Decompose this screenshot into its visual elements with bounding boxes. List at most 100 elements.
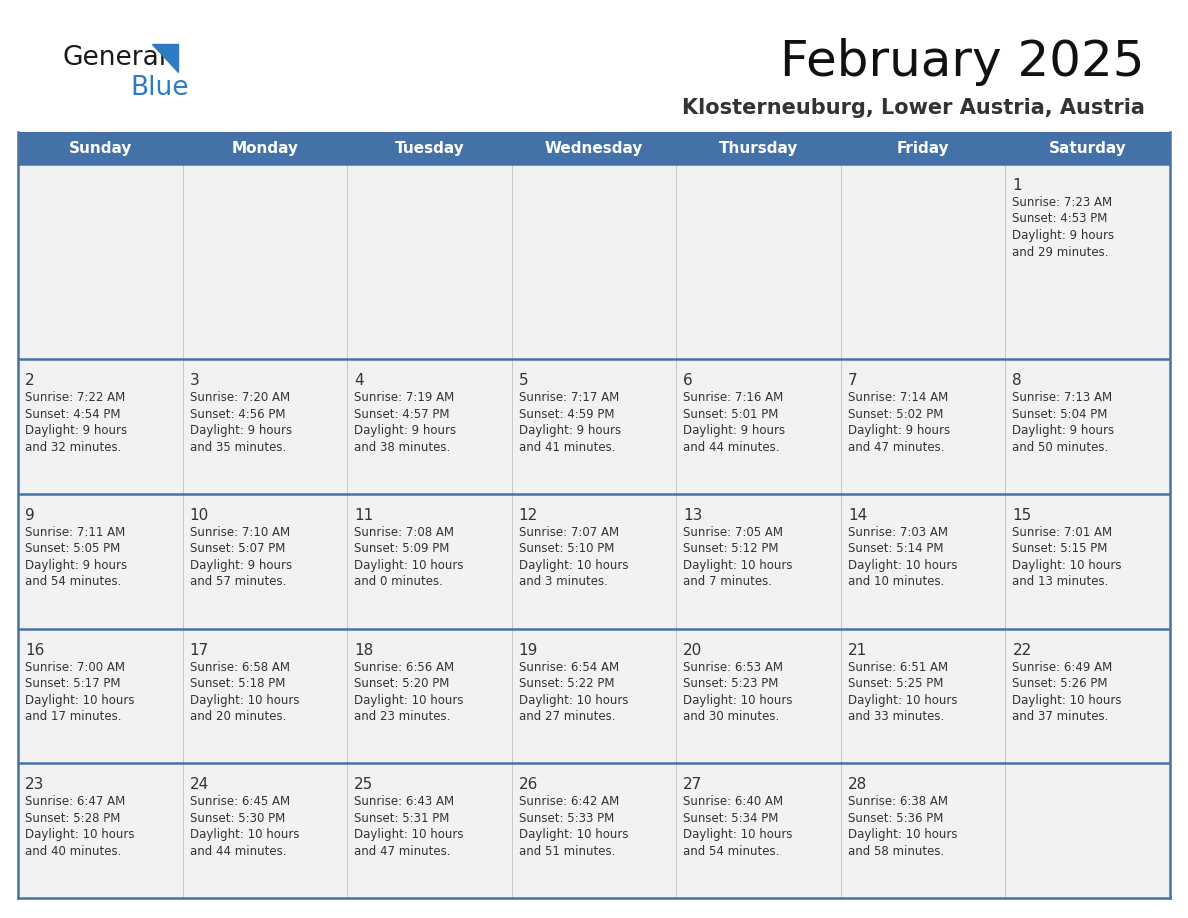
Text: Sunset: 5:10 PM: Sunset: 5:10 PM bbox=[519, 543, 614, 555]
Text: 12: 12 bbox=[519, 508, 538, 523]
Text: Sunset: 4:59 PM: Sunset: 4:59 PM bbox=[519, 408, 614, 420]
Text: and 54 minutes.: and 54 minutes. bbox=[683, 845, 779, 857]
Text: 7: 7 bbox=[848, 374, 858, 388]
Text: Saturday: Saturday bbox=[1049, 140, 1126, 155]
Text: 6: 6 bbox=[683, 374, 693, 388]
Text: 15: 15 bbox=[1012, 508, 1031, 523]
Text: and 33 minutes.: and 33 minutes. bbox=[848, 711, 944, 723]
Text: Sunrise: 6:47 AM: Sunrise: 6:47 AM bbox=[25, 795, 125, 809]
Text: and 54 minutes.: and 54 minutes. bbox=[25, 576, 121, 588]
Text: Daylight: 9 hours: Daylight: 9 hours bbox=[848, 424, 950, 437]
Text: Daylight: 10 hours: Daylight: 10 hours bbox=[683, 559, 792, 572]
Text: Daylight: 10 hours: Daylight: 10 hours bbox=[25, 828, 134, 841]
Text: and 10 minutes.: and 10 minutes. bbox=[848, 576, 944, 588]
Text: Sunrise: 6:51 AM: Sunrise: 6:51 AM bbox=[848, 661, 948, 674]
Text: 22: 22 bbox=[1012, 643, 1031, 657]
Text: Sunset: 5:12 PM: Sunset: 5:12 PM bbox=[683, 543, 779, 555]
Text: Sunrise: 7:10 AM: Sunrise: 7:10 AM bbox=[190, 526, 290, 539]
Text: Sunrise: 7:11 AM: Sunrise: 7:11 AM bbox=[25, 526, 125, 539]
Text: 2: 2 bbox=[25, 374, 34, 388]
Bar bbox=[18, 764, 1170, 898]
Text: and 44 minutes.: and 44 minutes. bbox=[683, 441, 779, 453]
Text: Daylight: 10 hours: Daylight: 10 hours bbox=[683, 694, 792, 707]
Text: 8: 8 bbox=[1012, 374, 1022, 388]
Text: Daylight: 10 hours: Daylight: 10 hours bbox=[354, 559, 463, 572]
Text: Sunset: 5:09 PM: Sunset: 5:09 PM bbox=[354, 543, 449, 555]
Text: Sunrise: 6:58 AM: Sunrise: 6:58 AM bbox=[190, 661, 290, 674]
Text: Daylight: 10 hours: Daylight: 10 hours bbox=[25, 694, 134, 707]
Text: 13: 13 bbox=[683, 508, 702, 523]
Text: and 35 minutes.: and 35 minutes. bbox=[190, 441, 286, 453]
Text: Sunrise: 7:19 AM: Sunrise: 7:19 AM bbox=[354, 391, 454, 404]
Text: Sunset: 4:56 PM: Sunset: 4:56 PM bbox=[190, 408, 285, 420]
Text: Sunset: 5:28 PM: Sunset: 5:28 PM bbox=[25, 812, 120, 824]
Text: and 20 minutes.: and 20 minutes. bbox=[190, 711, 286, 723]
Text: Sunset: 5:25 PM: Sunset: 5:25 PM bbox=[848, 677, 943, 690]
Text: Sunset: 5:05 PM: Sunset: 5:05 PM bbox=[25, 543, 120, 555]
Text: Sunset: 4:53 PM: Sunset: 4:53 PM bbox=[1012, 212, 1107, 226]
Text: and 57 minutes.: and 57 minutes. bbox=[190, 576, 286, 588]
Text: Sunrise: 6:54 AM: Sunrise: 6:54 AM bbox=[519, 661, 619, 674]
Text: Daylight: 9 hours: Daylight: 9 hours bbox=[683, 424, 785, 437]
Text: and 32 minutes.: and 32 minutes. bbox=[25, 441, 121, 453]
Text: 10: 10 bbox=[190, 508, 209, 523]
Text: and 47 minutes.: and 47 minutes. bbox=[354, 845, 450, 857]
Text: and 58 minutes.: and 58 minutes. bbox=[848, 845, 944, 857]
Bar bbox=[18, 164, 1170, 359]
Text: General: General bbox=[62, 45, 166, 71]
Text: Sunset: 5:20 PM: Sunset: 5:20 PM bbox=[354, 677, 449, 690]
Text: Sunrise: 7:23 AM: Sunrise: 7:23 AM bbox=[1012, 196, 1112, 209]
Text: and 38 minutes.: and 38 minutes. bbox=[354, 441, 450, 453]
Text: Daylight: 9 hours: Daylight: 9 hours bbox=[1012, 229, 1114, 242]
Text: Sunset: 4:57 PM: Sunset: 4:57 PM bbox=[354, 408, 449, 420]
Text: Daylight: 10 hours: Daylight: 10 hours bbox=[190, 828, 299, 841]
Text: 16: 16 bbox=[25, 643, 44, 657]
Text: Daylight: 9 hours: Daylight: 9 hours bbox=[519, 424, 621, 437]
Text: Daylight: 9 hours: Daylight: 9 hours bbox=[25, 559, 127, 572]
Text: 17: 17 bbox=[190, 643, 209, 657]
Text: Sunset: 5:07 PM: Sunset: 5:07 PM bbox=[190, 543, 285, 555]
Text: Sunrise: 7:05 AM: Sunrise: 7:05 AM bbox=[683, 526, 783, 539]
Text: Sunrise: 6:38 AM: Sunrise: 6:38 AM bbox=[848, 795, 948, 809]
Text: and 29 minutes.: and 29 minutes. bbox=[1012, 245, 1108, 259]
Bar bbox=[18, 132, 1170, 164]
Text: February 2025: February 2025 bbox=[781, 38, 1145, 86]
Text: 26: 26 bbox=[519, 778, 538, 792]
Text: Sunset: 4:54 PM: Sunset: 4:54 PM bbox=[25, 408, 120, 420]
Text: Daylight: 10 hours: Daylight: 10 hours bbox=[354, 694, 463, 707]
Text: Sunrise: 7:08 AM: Sunrise: 7:08 AM bbox=[354, 526, 454, 539]
Text: 28: 28 bbox=[848, 778, 867, 792]
Text: Sunrise: 6:49 AM: Sunrise: 6:49 AM bbox=[1012, 661, 1113, 674]
Text: and 37 minutes.: and 37 minutes. bbox=[1012, 711, 1108, 723]
Text: and 7 minutes.: and 7 minutes. bbox=[683, 576, 772, 588]
Text: 1: 1 bbox=[1012, 178, 1022, 193]
Text: Sunset: 5:23 PM: Sunset: 5:23 PM bbox=[683, 677, 778, 690]
Bar bbox=[18, 359, 1170, 494]
Text: 5: 5 bbox=[519, 374, 529, 388]
Text: Sunset: 5:26 PM: Sunset: 5:26 PM bbox=[1012, 677, 1108, 690]
Text: Sunset: 5:02 PM: Sunset: 5:02 PM bbox=[848, 408, 943, 420]
Text: Sunset: 5:31 PM: Sunset: 5:31 PM bbox=[354, 812, 449, 824]
Text: Daylight: 10 hours: Daylight: 10 hours bbox=[848, 559, 958, 572]
Text: Daylight: 9 hours: Daylight: 9 hours bbox=[1012, 424, 1114, 437]
Text: 25: 25 bbox=[354, 778, 373, 792]
Text: Sunset: 5:01 PM: Sunset: 5:01 PM bbox=[683, 408, 778, 420]
Text: 23: 23 bbox=[25, 778, 44, 792]
Text: Sunrise: 7:22 AM: Sunrise: 7:22 AM bbox=[25, 391, 125, 404]
Text: Sunrise: 7:00 AM: Sunrise: 7:00 AM bbox=[25, 661, 125, 674]
Text: 20: 20 bbox=[683, 643, 702, 657]
Text: Daylight: 10 hours: Daylight: 10 hours bbox=[1012, 559, 1121, 572]
Text: Daylight: 9 hours: Daylight: 9 hours bbox=[190, 559, 292, 572]
Text: 4: 4 bbox=[354, 374, 364, 388]
Text: Daylight: 9 hours: Daylight: 9 hours bbox=[25, 424, 127, 437]
Text: Daylight: 10 hours: Daylight: 10 hours bbox=[848, 694, 958, 707]
Text: Daylight: 10 hours: Daylight: 10 hours bbox=[1012, 694, 1121, 707]
Text: 3: 3 bbox=[190, 374, 200, 388]
Text: and 47 minutes.: and 47 minutes. bbox=[848, 441, 944, 453]
Text: 9: 9 bbox=[25, 508, 34, 523]
Text: Tuesday: Tuesday bbox=[394, 140, 465, 155]
Text: and 0 minutes.: and 0 minutes. bbox=[354, 576, 443, 588]
Text: Sunset: 5:30 PM: Sunset: 5:30 PM bbox=[190, 812, 285, 824]
Text: 24: 24 bbox=[190, 778, 209, 792]
Text: 19: 19 bbox=[519, 643, 538, 657]
